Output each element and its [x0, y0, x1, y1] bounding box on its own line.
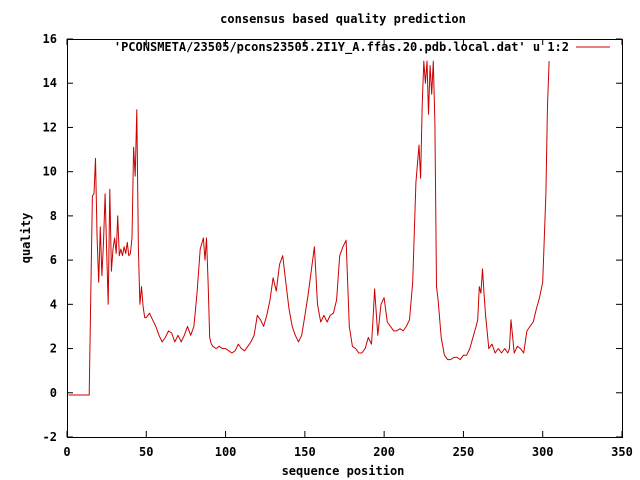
x-tick-label: 100: [215, 445, 237, 459]
x-tick-label: 300: [532, 445, 554, 459]
plot-frame: [67, 39, 623, 438]
y-axis-label: quality: [19, 213, 33, 264]
x-tick-label: 150: [294, 445, 316, 459]
chart-title: consensus based quality prediction: [220, 12, 466, 26]
y-axis: -2 0 2 4 6 8 10 12 14 16: [43, 32, 622, 444]
x-tick-label: 0: [63, 445, 70, 459]
series-line-0: [68, 60, 550, 396]
series-layer: [68, 60, 550, 396]
y-tick-label: 6: [50, 253, 57, 267]
x-axis: 0 50 100 150 200 250 300 350: [63, 39, 633, 459]
legend-label: 'PCONSMETA/23505/pcons23505.2I1Y_A.ffas.…: [114, 40, 569, 55]
y-tick-label: 10: [43, 165, 57, 179]
x-tick-label: 350: [611, 445, 633, 459]
x-tick-label: 50: [139, 445, 153, 459]
x-axis-label: sequence position: [282, 464, 405, 478]
y-tick-label: 12: [43, 120, 57, 134]
x-tick-label: 250: [453, 445, 475, 459]
y-tick-label: 2: [50, 342, 57, 356]
x-tick-label: 200: [373, 445, 395, 459]
y-tick-label: 4: [50, 297, 57, 311]
y-tick-label: 0: [50, 386, 57, 400]
y-tick-label: 14: [43, 76, 57, 90]
y-tick-label: -2: [43, 430, 57, 444]
y-tick-label: 8: [50, 209, 57, 223]
y-tick-label: 16: [43, 32, 57, 46]
legend: 'PCONSMETA/23505/pcons23505.2I1Y_A.ffas.…: [114, 40, 610, 55]
